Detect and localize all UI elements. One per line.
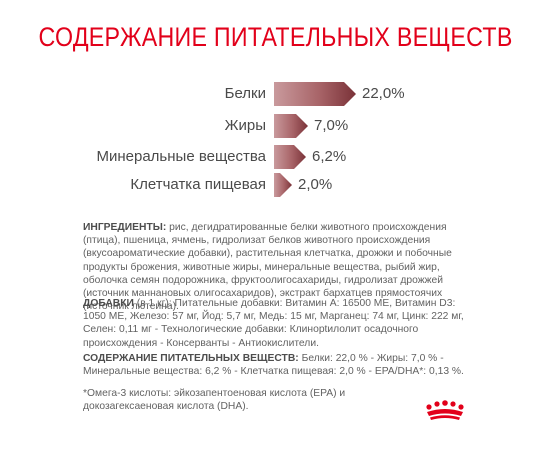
ingredients-paragraph: ИНГРЕДИЕНТЫ: рис, дегидратированные белк… — [83, 221, 478, 313]
nutrient-value: 6,2% — [312, 148, 347, 165]
nutrient-name: Клетчатка пищевая — [130, 176, 266, 193]
nutrient-value: 22,0% — [362, 85, 405, 102]
nutrient-name: Минеральные вещества — [96, 148, 267, 165]
nutrient-name: Жиры — [224, 117, 266, 134]
composition-text: Белки: 22,0 % - Жиры: 7,0 % - Минеральны… — [83, 353, 464, 378]
nutrient-row: Клетчатка пищевая 2,0% — [0, 173, 550, 197]
nutrient-row: Белки 22,0% — [0, 82, 550, 106]
composition-label: СОДЕРЖАНИЕ ПИТАТЕЛЬНЫХ ВЕЩЕСТВ: — [83, 353, 299, 364]
page-title: СОДЕРЖАНИЕ ПИТАТЕЛЬНЫХ ВЕЩЕСТВ — [38, 22, 513, 52]
nutrient-name: Белки — [224, 85, 266, 102]
nutrient-value: 2,0% — [298, 176, 333, 193]
ingredients-label: ИНГРЕДИЕНТЫ: — [83, 222, 167, 233]
additives-paragraph: ДОБАВКИ (в 1 кг): Питательные добавки: В… — [83, 297, 478, 350]
ingredients-text: рис, дегидратированные белки животного п… — [83, 222, 452, 313]
nutrient-row: Минеральные вещества 6,2% — [0, 145, 550, 169]
additives-text: (в 1 кг): Питательные добавки: Витамин A… — [83, 298, 464, 349]
nutrient-bar — [274, 145, 306, 169]
royal-canin-crown-icon — [424, 400, 466, 422]
additives-label: ДОБАВКИ — [83, 298, 134, 309]
composition-paragraph: СОДЕРЖАНИЕ ПИТАТЕЛЬНЫХ ВЕЩЕСТВ: Белки: 2… — [83, 352, 478, 378]
nutrient-bar — [274, 82, 356, 106]
footnote: *Омега-3 кислоты: эйкозапентоеновая кисл… — [83, 388, 346, 413]
nutrient-bar — [274, 114, 308, 138]
nutrient-value: 7,0% — [314, 117, 349, 134]
nutrient-row: Жиры 7,0% — [0, 114, 550, 138]
nutrient-bar — [274, 173, 292, 197]
